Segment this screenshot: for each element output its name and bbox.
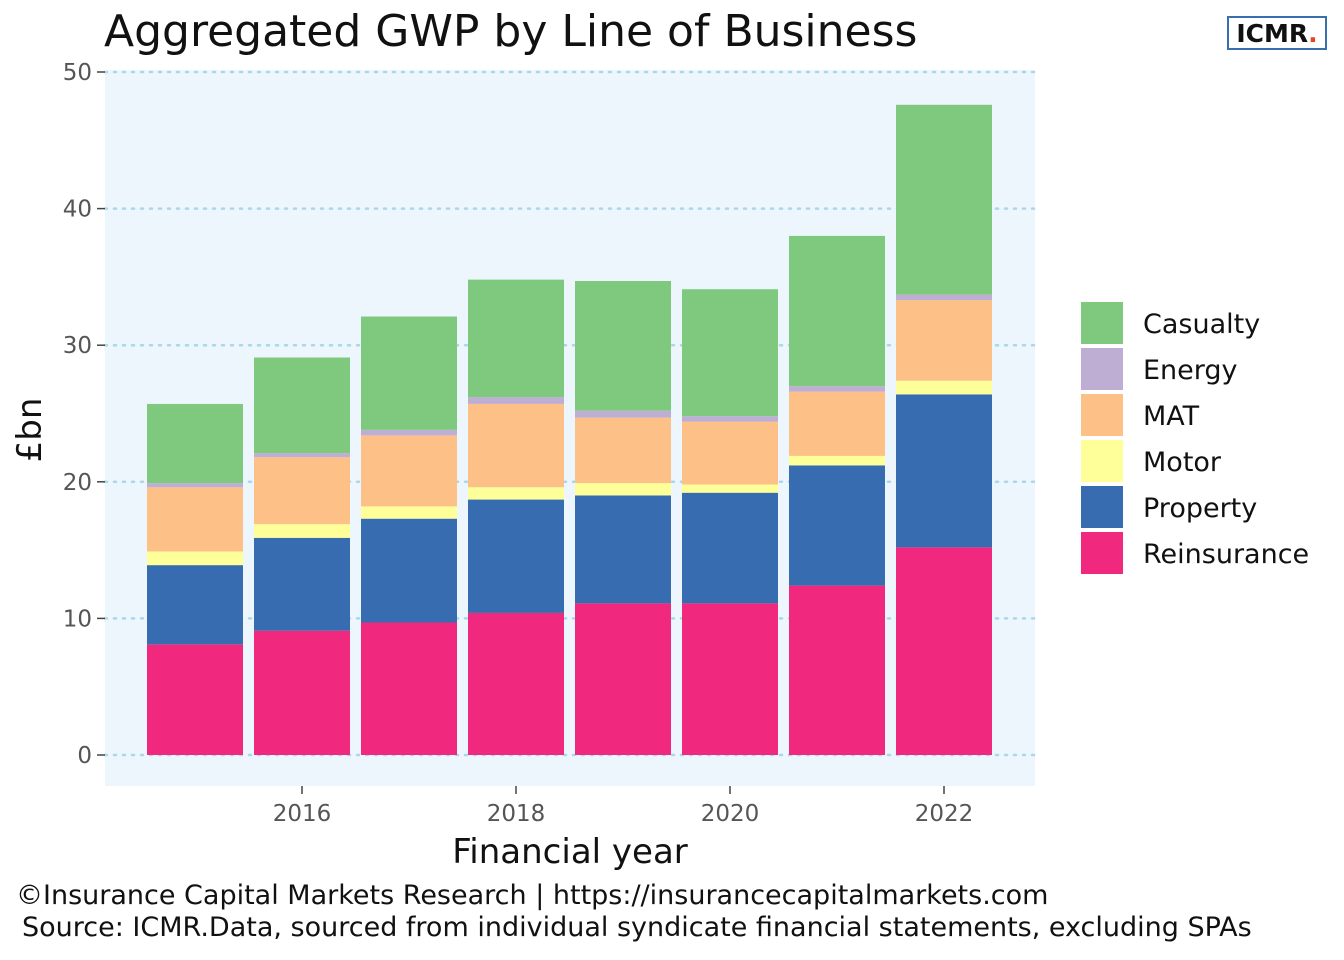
bar-energy-2018: [468, 397, 564, 404]
bar-motor-2020: [682, 484, 778, 493]
x-tick-label: 2022: [915, 801, 974, 827]
logo: ICMR.: [1227, 16, 1327, 50]
x-axis: 2016 2018 2020 2022: [273, 786, 974, 827]
bar-mat-2016: [254, 457, 350, 525]
bar-motor-2017: [361, 506, 457, 519]
legend-label-energy: Energy: [1143, 355, 1238, 386]
bar-property-2018: [468, 499, 564, 613]
bar-property-2017: [361, 518, 457, 623]
bar-casualty-2018: [468, 279, 564, 398]
x-axis-title: Financial year: [452, 832, 688, 872]
bar-motor-2022: [896, 380, 992, 395]
bar-energy-2019: [575, 410, 671, 418]
bar-casualty-2022: [896, 104, 992, 295]
bar-property-2015: [147, 565, 243, 645]
legend-swatch-motor: [1081, 440, 1123, 482]
bar-energy-2017: [361, 429, 457, 436]
legend-swatch-property: [1081, 486, 1123, 528]
bar-reinsurance-2015: [147, 644, 243, 755]
bar-reinsurance-2018: [468, 612, 564, 755]
legend-label-casualty: Casualty: [1143, 309, 1260, 340]
bar-casualty-2020: [682, 289, 778, 417]
bar-mat-2020: [682, 421, 778, 485]
y-tick-label: 30: [63, 333, 92, 359]
y-tick-label: 0: [77, 743, 92, 769]
x-tick-label: 2020: [701, 801, 760, 827]
bar-reinsurance-2017: [361, 622, 457, 755]
legend-swatch-casualty: [1081, 302, 1123, 344]
legend-swatch-reinsurance: [1081, 532, 1123, 574]
bar-energy-2022: [896, 294, 992, 301]
legend-swatch-mat: [1081, 394, 1123, 436]
bar-casualty-2021: [789, 235, 885, 387]
bar-reinsurance-2019: [575, 603, 671, 755]
bar-reinsurance-2022: [896, 547, 992, 755]
plot-panel: [105, 70, 1035, 786]
y-axis-title: £bn: [10, 398, 50, 463]
bar-property-2019: [575, 495, 671, 604]
bar-property-2022: [896, 394, 992, 548]
bar-reinsurance-2021: [789, 585, 885, 755]
chart-title: Aggregated GWP by Line of Business: [104, 6, 918, 57]
legend-label-motor: Motor: [1143, 447, 1222, 478]
bar-energy-2020: [682, 416, 778, 422]
x-tick-label: 2016: [273, 801, 332, 827]
bar-property-2016: [254, 537, 350, 631]
bar-motor-2021: [789, 455, 885, 466]
bar-mat-2018: [468, 403, 564, 488]
bar-reinsurance-2016: [254, 630, 350, 755]
bar-energy-2021: [789, 386, 885, 392]
bar-casualty-2015: [147, 403, 243, 484]
bar-property-2021: [789, 465, 885, 586]
bar-mat-2019: [575, 417, 671, 484]
bar-motor-2018: [468, 487, 564, 500]
y-tick-label: 10: [63, 606, 92, 632]
bar-motor-2019: [575, 483, 671, 496]
legend-label-mat: MAT: [1143, 401, 1200, 432]
bar-motor-2016: [254, 524, 350, 538]
source-text: Source: ICMR.Data, sourced from individu…: [22, 912, 1252, 943]
bar-property-2020: [682, 492, 778, 604]
y-tick-label: 50: [63, 60, 92, 86]
copyright-text: ©Insurance Capital Markets Research | ht…: [16, 880, 1049, 911]
y-axis: 0 10 20 30 40 50: [63, 60, 105, 769]
bars: [147, 104, 992, 755]
bar-mat-2017: [361, 435, 457, 507]
bar-casualty-2017: [361, 316, 457, 430]
bar-mat-2021: [789, 391, 885, 456]
legend: Casualty Energy MAT Motor Property Reinsuranc…: [1081, 302, 1309, 574]
bar-energy-2016: [254, 453, 350, 458]
legend-label-property: Property: [1143, 493, 1257, 524]
bar-energy-2015: [147, 483, 243, 488]
bar-motor-2015: [147, 551, 243, 566]
bar-mat-2015: [147, 487, 243, 552]
bar-casualty-2019: [575, 280, 671, 411]
footer: ©Insurance Capital Markets Research | ht…: [16, 880, 1252, 944]
x-tick-label: 2018: [487, 801, 546, 827]
bar-mat-2022: [896, 300, 992, 381]
bar-casualty-2016: [254, 357, 350, 454]
legend-label-reinsurance: Reinsurance: [1143, 539, 1309, 570]
bar-reinsurance-2020: [682, 603, 778, 755]
y-tick-label: 20: [63, 470, 92, 496]
y-tick-label: 40: [63, 197, 92, 223]
legend-swatch-energy: [1081, 348, 1123, 390]
